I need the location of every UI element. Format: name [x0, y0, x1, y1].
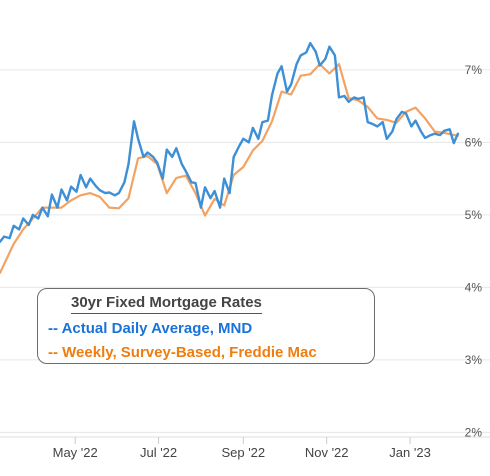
- x-tick-label: Nov '22: [305, 445, 349, 460]
- x-tick-label: Jul '22: [140, 445, 177, 460]
- x-tick-label: Sep '22: [221, 445, 265, 460]
- y-axis-ticks: 2% 3% 4% 5% 6% 7%: [465, 63, 483, 440]
- x-tick-label: May '22: [53, 445, 98, 460]
- y-tick-label: 4%: [465, 280, 483, 294]
- series-lines: [0, 41, 460, 274]
- x-axis-ticks: May '22 Jul '22 Sep '22 Nov '22 Jan '23: [53, 437, 431, 460]
- series-line-mnd-daily: [0, 41, 460, 243]
- y-tick-label: 6%: [465, 135, 483, 149]
- chart-title: 30yr Fixed Mortgage Rates: [71, 294, 262, 314]
- legend-item-freddie-mac: -- Weekly, Survey-Based, Freddie Mac: [48, 344, 317, 361]
- x-tick-label: Jan '23: [389, 445, 431, 460]
- y-tick-label: 7%: [465, 63, 483, 77]
- y-tick-label: 3%: [465, 353, 483, 367]
- y-tick-label: 5%: [465, 208, 483, 222]
- series-line-freddie-mac-weekly: [0, 62, 459, 274]
- y-tick-label: 2%: [465, 425, 483, 439]
- legend-box: 30yr Fixed Mortgage Rates -- Actual Dail…: [37, 288, 375, 364]
- legend-item-mnd: -- Actual Daily Average, MND: [48, 320, 253, 337]
